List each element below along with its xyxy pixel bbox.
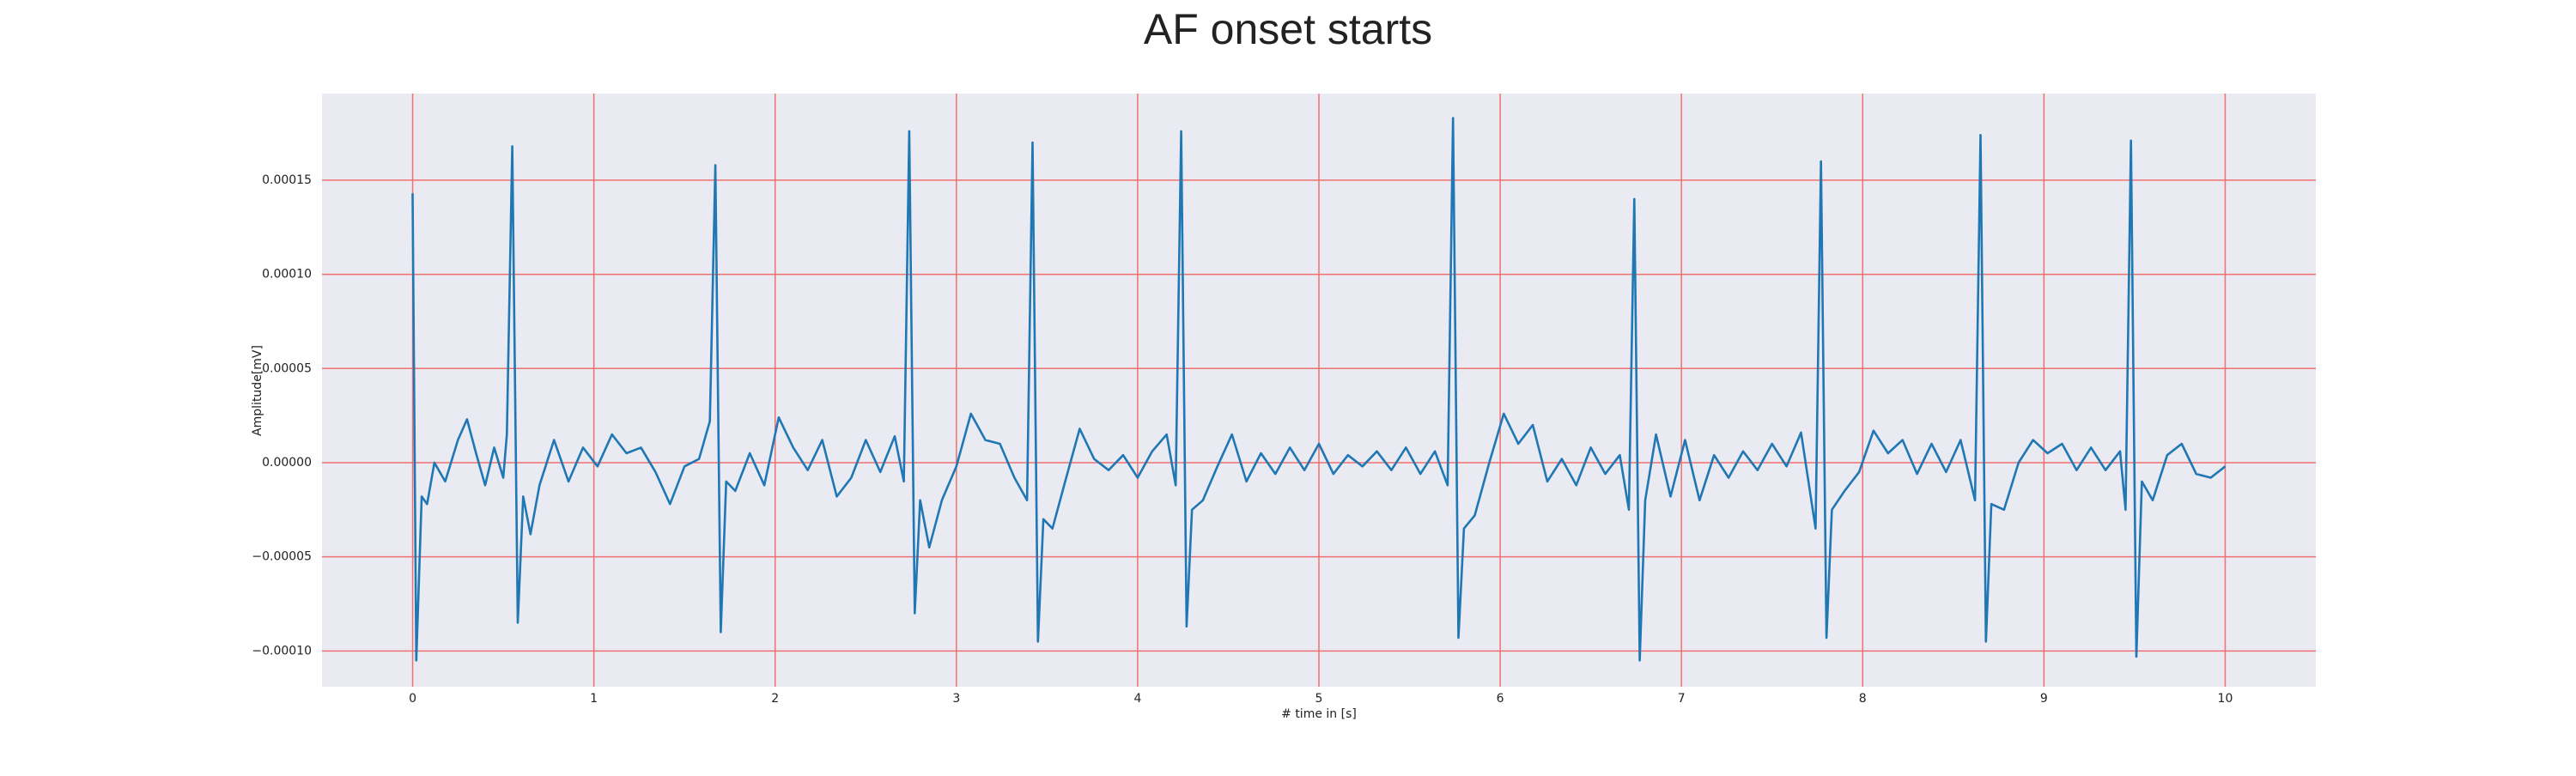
x-tick-label: 2	[771, 692, 779, 706]
y-tick-label: 0.00010	[262, 268, 312, 282]
x-tick-label: 0	[409, 692, 416, 706]
x-tick-label: 3	[952, 692, 960, 706]
x-axis-label: # time in [s]	[1281, 707, 1357, 721]
y-tick-label: −0.00005	[252, 550, 312, 564]
line-series	[411, 117, 2227, 662]
y-tick-label: −0.00010	[252, 644, 312, 658]
x-tick-label: 10	[2218, 692, 2233, 706]
x-tick-label: 6	[1497, 692, 1504, 706]
y-axis-label: Amplitude[mV]	[251, 345, 264, 436]
x-tick-label: 4	[1133, 692, 1141, 706]
y-tick-label: 0.00015	[262, 173, 312, 187]
x-tick-label: 9	[2040, 692, 2048, 706]
x-tick-label: 7	[1678, 692, 1686, 706]
x-tick-label: 8	[1859, 692, 1867, 706]
x-tick-label: 1	[590, 692, 598, 706]
y-tick-label: 0.00000	[262, 456, 312, 470]
y-tick-label: 0.00005	[262, 361, 312, 375]
chart-title: AF onset starts	[1144, 5, 1432, 53]
x-tick-label: 5	[1315, 692, 1323, 706]
